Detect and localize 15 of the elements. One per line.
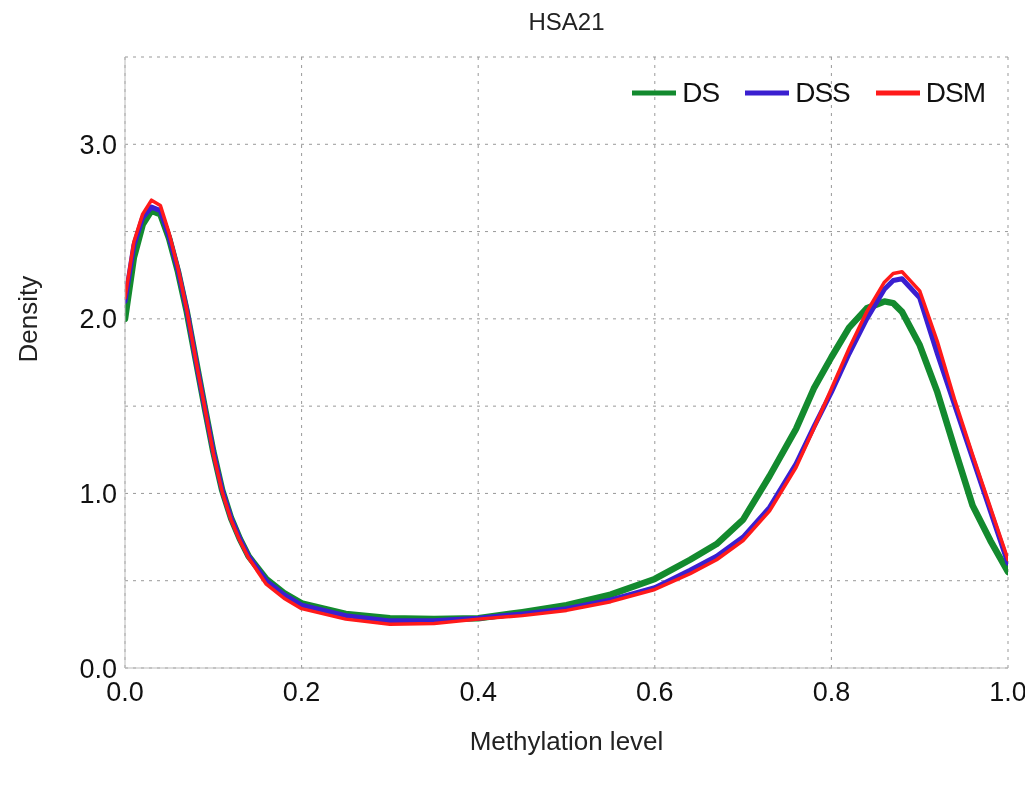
x-tick-label: 1.0: [989, 677, 1027, 708]
chart-title: HSA21: [527, 8, 606, 36]
x-tick-label: 0.0: [106, 677, 144, 708]
legend-label: DS: [682, 77, 720, 108]
y-tick-label: 2.0: [79, 304, 117, 335]
x-tick-label: 0.4: [459, 677, 497, 708]
x-tick-label: 0.2: [282, 677, 321, 708]
x-tick-label: 0.8: [812, 677, 851, 708]
x-tick-label: 0.6: [636, 677, 674, 708]
y-tick-label: 3.0: [79, 129, 117, 160]
y-tick-label: 1.0: [79, 479, 117, 510]
legend-label: DSS: [795, 77, 850, 108]
y-axis-title: Density: [13, 275, 44, 363]
x-axis-title: Methylation level: [469, 726, 664, 756]
legend-label: DSM: [925, 77, 985, 108]
